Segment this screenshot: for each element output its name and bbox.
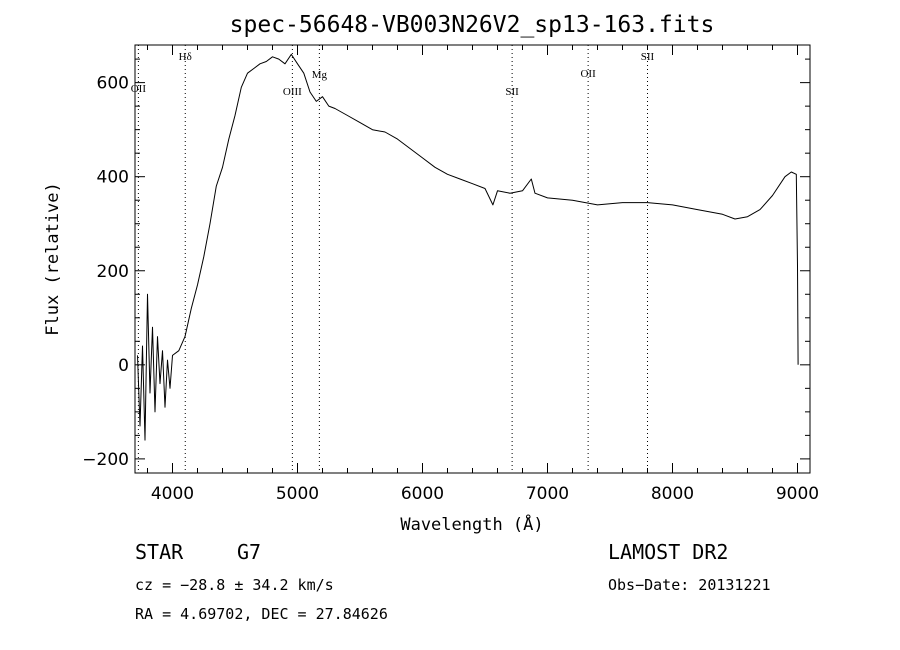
line-marker-label: Mg	[312, 69, 328, 81]
line-marker-label: OIII	[283, 86, 302, 98]
y-tick-label: 0	[118, 356, 129, 376]
spectrum-line	[137, 53, 799, 441]
x-axis-label: Wavelength (Å)	[400, 513, 543, 535]
y-tick-label: 400	[97, 168, 129, 188]
y-tick-label: 600	[97, 74, 129, 94]
line-markers: OII Hδ OIII Mg SII OII SII	[131, 45, 655, 473]
x-tick-label: 7000	[526, 484, 569, 504]
spectrum-series	[137, 53, 799, 441]
line-marker-label: Hδ	[179, 51, 192, 63]
redshift-cz: cz = −28.8 ± 34.2 km/s	[135, 576, 334, 594]
y-tick-label: 200	[97, 262, 129, 282]
axis-tick-labels: 4000 5000 6000 7000 8000 9000 −200 0 200 400 600	[82, 74, 819, 504]
survey-name: LAMOST DR2	[608, 540, 728, 564]
y-tick-label: −200	[82, 450, 129, 470]
observation-date: Obs−Date: 20131221	[608, 576, 771, 594]
spectral-subclass: G7	[237, 540, 261, 564]
x-tick-label: 5000	[276, 484, 319, 504]
x-tick-label: 9000	[776, 484, 819, 504]
x-tick-label: 6000	[401, 484, 444, 504]
x-tick-label: 4000	[151, 484, 194, 504]
object-type: STAR	[135, 540, 184, 564]
plot-frame	[134, 44, 811, 474]
x-tick-label: 8000	[651, 484, 694, 504]
line-marker-label: SII	[641, 51, 655, 63]
line-marker-label: OII	[580, 68, 596, 80]
y-axis-label: Flux (relative)	[43, 182, 63, 336]
line-marker-label: OII	[131, 83, 147, 95]
axis-ticks	[135, 45, 810, 473]
line-marker-label: SII	[505, 86, 519, 98]
chart-title: spec-56648-VB003N26V2_sp13-163.fits	[230, 12, 715, 38]
coordinates: RA = 4.69702, DEC = 27.84626	[135, 605, 388, 623]
